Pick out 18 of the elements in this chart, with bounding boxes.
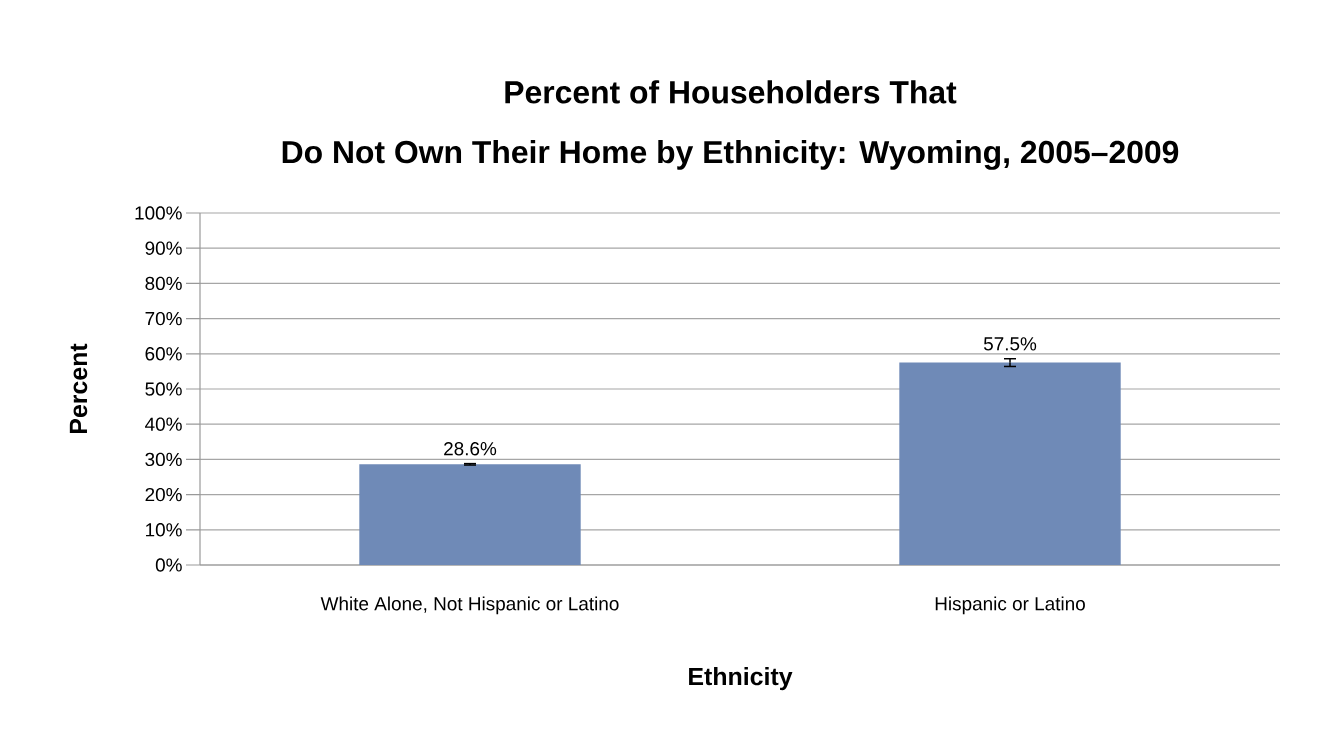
y-tick-label: 0% (155, 558, 182, 572)
y-tick-label: 100% (135, 206, 182, 220)
y-tick-label: 10% (146, 523, 182, 537)
x-axis-title: Ethnicity (689, 667, 793, 691)
y-tick-label: 30% (145, 452, 182, 467)
y-tick-label: 20% (145, 487, 182, 502)
y-tick-label: 80% (145, 276, 182, 291)
y-tick-label: 50% (145, 382, 182, 396)
y-tick-label: 60% (145, 347, 182, 361)
x-tick-label: Hispanic or Latino (935, 596, 1085, 615)
y-tick-label: 90% (145, 241, 182, 255)
y-tick-label: 40% (145, 417, 182, 431)
data-label: 57.5% (983, 337, 1037, 351)
chart-title: Percent of Householders That Do Not Own Their Home by Ethnicity: Wyoming, 2005–2009 (282, 80, 1179, 170)
y-tick-label: 70% (145, 311, 182, 326)
x-tick-label: White Alone, Not Hispanic or Latino (320, 596, 619, 615)
y-axis-title: Percent (69, 343, 88, 434)
data-label: 28.6% (444, 442, 497, 456)
